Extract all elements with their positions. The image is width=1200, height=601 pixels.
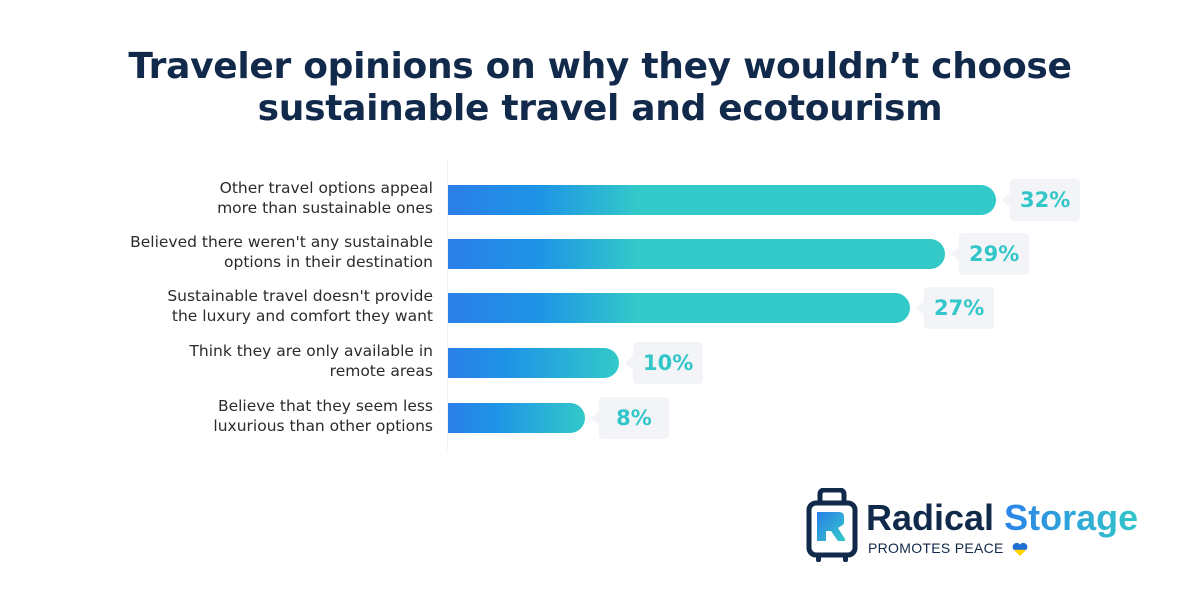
category-label-line-2: the luxury and comfort they want [171, 307, 433, 325]
bar [448, 403, 585, 433]
brand-word-storage: Storage [1004, 497, 1139, 538]
category-label: Think they are only available in remote a… [33, 341, 433, 381]
value-label: 27% [915, 287, 995, 329]
bar [448, 293, 910, 323]
category-axis-line [447, 160, 448, 450]
bar [448, 185, 996, 215]
category-label: Believed there weren't any sustainable op… [33, 232, 433, 272]
chart-title: Traveler opinions on why they wouldn’t c… [0, 46, 1200, 130]
chart-title-line-1: Traveler opinions on why they wouldn’t c… [128, 46, 1072, 87]
value-label: 32% [1001, 179, 1081, 221]
category-label-line-1: Think they are only available in [189, 342, 433, 360]
bar-row: Believe that they seem less luxurious tha… [0, 397, 1200, 439]
bar-row: Think they are only available in remote a… [0, 342, 1200, 384]
category-label-line-1: Sustainable travel doesn't provide [167, 287, 433, 305]
category-label-line-2: luxurious than other options [213, 417, 433, 435]
brand-word-radical: Radical [866, 497, 995, 538]
chart-title-line-2: sustainable travel and ecotourism [257, 88, 943, 129]
category-label-line-1: Believe that they seem less [217, 397, 433, 415]
bar [448, 239, 945, 269]
category-label-line-2: options in their destination [224, 253, 433, 271]
category-label-line-2: more than sustainable ones [217, 199, 433, 217]
value-label: 29% [950, 233, 1030, 275]
bar [448, 348, 619, 378]
category-label-line-1: Other travel options appeal [219, 179, 433, 197]
category-label: Other travel options appeal more than sus… [33, 178, 433, 218]
bar-row: Believed there weren't any sustainable op… [0, 233, 1200, 275]
brand-tagline: PROMOTES PEACE [868, 540, 1028, 557]
category-label: Believe that they seem less luxurious tha… [33, 396, 433, 436]
category-label-line-1: Believed there weren't any sustainable [130, 233, 433, 251]
brand-name: Radical Storage [866, 498, 1138, 538]
category-label: Sustainable travel doesn't provide the lu… [33, 286, 433, 326]
tagline-text: PROMOTES PEACE [868, 540, 1004, 556]
category-label-line-2: remote areas [329, 362, 433, 380]
suitcase-icon [806, 488, 858, 562]
value-label: 10% [624, 342, 704, 384]
ukraine-heart-icon [1012, 542, 1028, 556]
value-label: 8% [591, 397, 669, 439]
bar-row: Sustainable travel doesn't provide the lu… [0, 287, 1200, 329]
bar-row: Other travel options appeal more than sus… [0, 179, 1200, 221]
